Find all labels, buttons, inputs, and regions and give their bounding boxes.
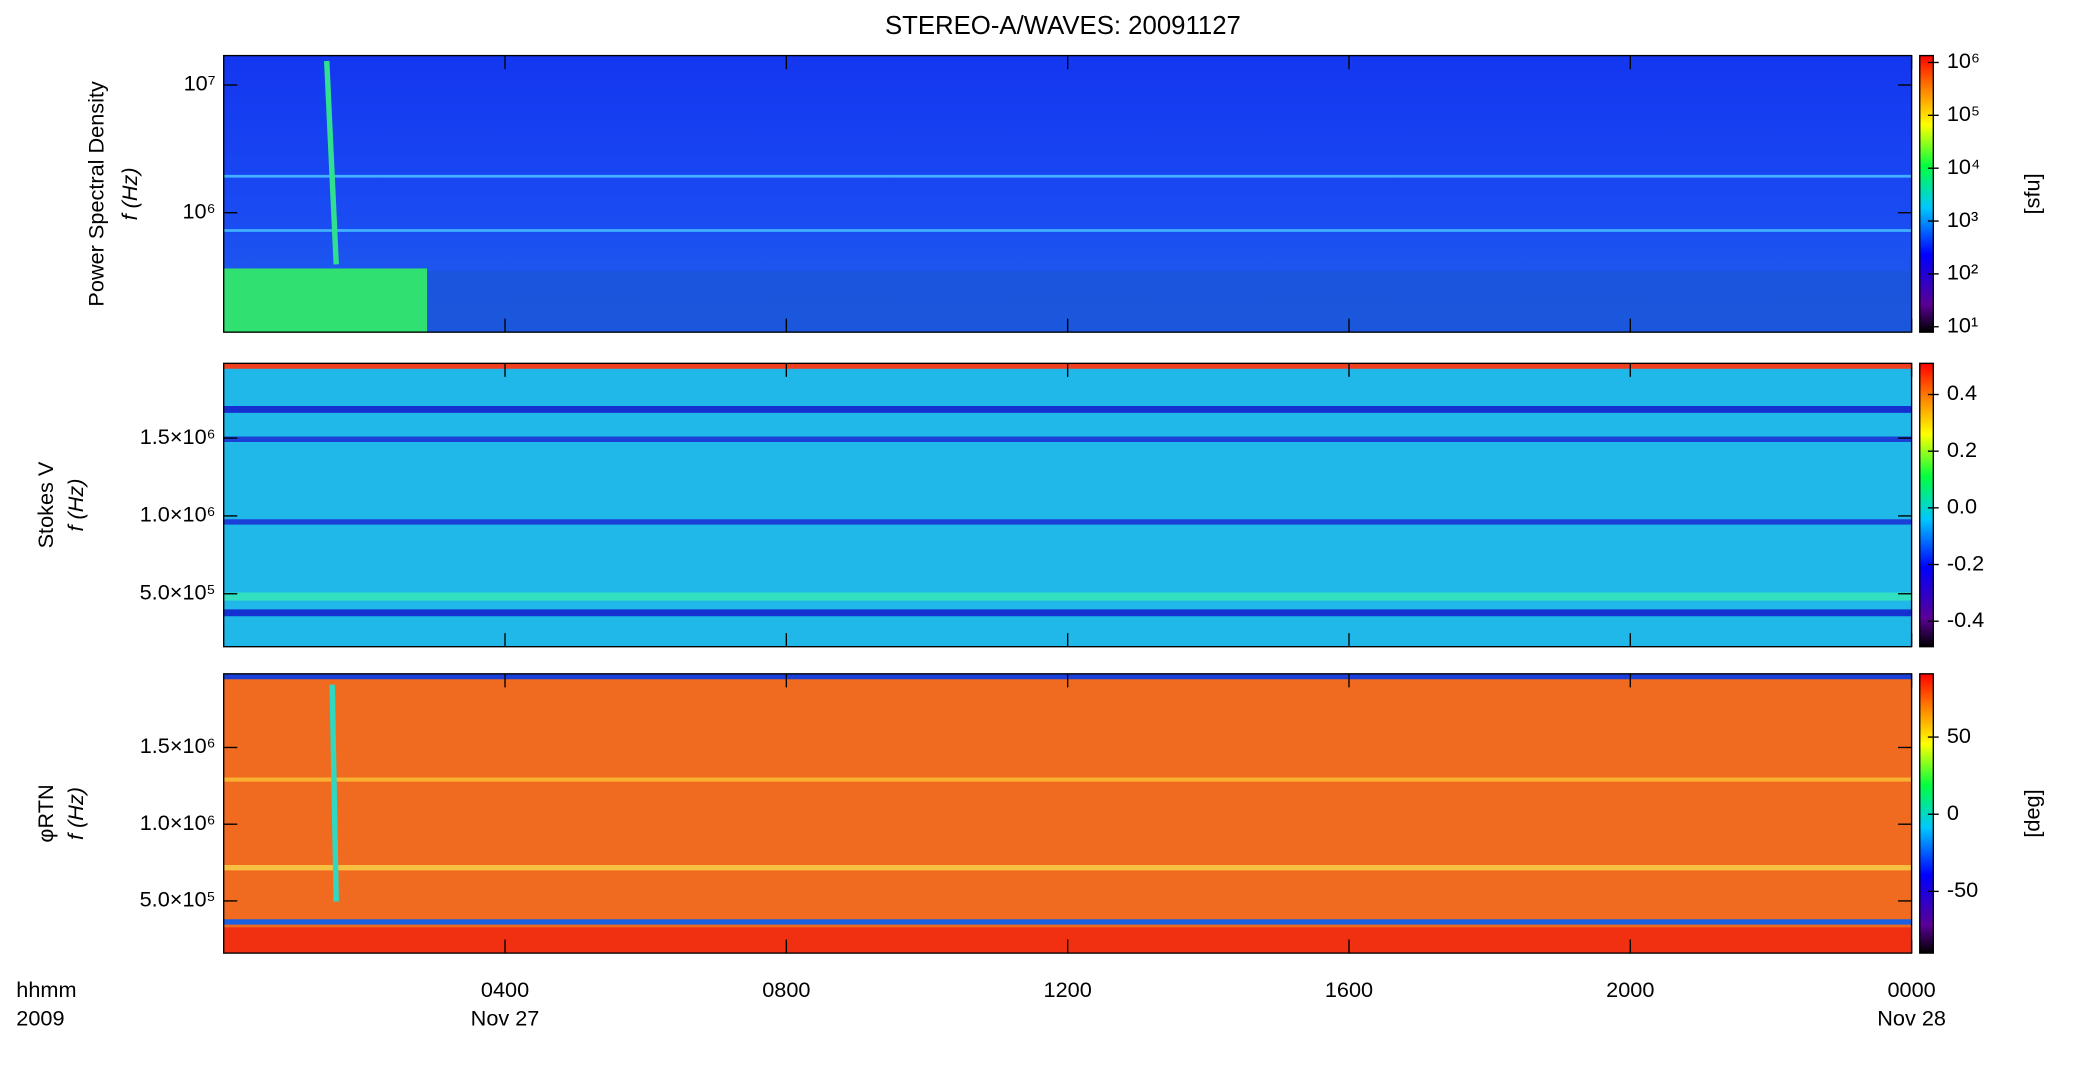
colorbar-tick-label: -0.4	[1947, 607, 1984, 632]
y-axis-label: Stokes V	[33, 461, 58, 548]
y-tick-label: 1.5×10⁶	[140, 424, 216, 449]
x-tick-label: 0800	[762, 977, 810, 1002]
y-tick-label: 5.0×10⁵	[140, 579, 216, 604]
colorbar-tick-label: 0	[1947, 800, 1959, 825]
x-date-label: Nov 28	[1877, 1005, 1946, 1030]
y-axis-label: φRTN	[33, 784, 58, 842]
colorbar-tick-label: 10¹	[1947, 312, 1978, 337]
y-axis-label: f (Hz)	[117, 167, 142, 220]
x-tick-label: 0000	[1887, 977, 1935, 1002]
y-tick-label: 5.0×10⁵	[140, 887, 216, 912]
colorbar-label: [deg]	[2019, 789, 2044, 837]
spectrogram-image	[324, 60, 339, 265]
chart-title: STEREO-A/WAVES: 20091127	[885, 12, 1241, 40]
y-tick-label: 10⁷	[184, 71, 216, 96]
spectrogram-image	[223, 673, 1912, 954]
colorbar-tick-label: 0.0	[1947, 494, 1977, 519]
spectrogram-image	[427, 271, 1912, 333]
y-axis-label: f (Hz)	[63, 787, 88, 840]
spectrogram-image	[223, 268, 428, 333]
colorbar-tick-label: -0.2	[1947, 550, 1984, 575]
colorbar-tick-label: 10⁶	[1947, 48, 1980, 73]
colorbar-tick-label: 0.2	[1947, 437, 1977, 462]
y-tick-label: 1.0×10⁶	[140, 502, 216, 527]
x-date-label: Nov 27	[471, 1005, 540, 1030]
y-tick-label: 10⁶	[183, 198, 216, 223]
colorbar	[1919, 673, 1934, 954]
spectrogram-image	[223, 363, 1912, 647]
x-tick-label: 1600	[1325, 977, 1373, 1002]
x-tick-label: 0400	[481, 977, 529, 1002]
colorbar	[1919, 362, 1934, 648]
x-axis-label: hhmm	[16, 977, 76, 1002]
x-axis-label: 2009	[16, 1005, 64, 1030]
colorbar-tick-label: 50	[1947, 723, 1971, 748]
colorbar-tick-label: 10³	[1947, 207, 1978, 232]
colorbar-tick-label: 10⁵	[1947, 101, 1980, 126]
colorbar-tick-label: 10⁴	[1947, 154, 1980, 179]
y-axis-label: Power Spectral Density	[83, 81, 108, 307]
colorbar	[1919, 54, 1934, 333]
colorbar-tick-label: -50	[1947, 877, 1978, 902]
y-axis-label: f (Hz)	[63, 479, 88, 532]
colorbar-tick-label: 10²	[1947, 260, 1978, 285]
x-tick-label: 1200	[1044, 977, 1092, 1002]
spectrogram-image	[329, 684, 339, 902]
y-tick-label: 1.0×10⁶	[140, 810, 216, 835]
y-tick-label: 1.5×10⁶	[140, 733, 216, 758]
colorbar-tick-label: 0.4	[1947, 380, 1977, 405]
colorbar-label: [sfu]	[2019, 173, 2044, 214]
x-tick-label: 2000	[1606, 977, 1654, 1002]
